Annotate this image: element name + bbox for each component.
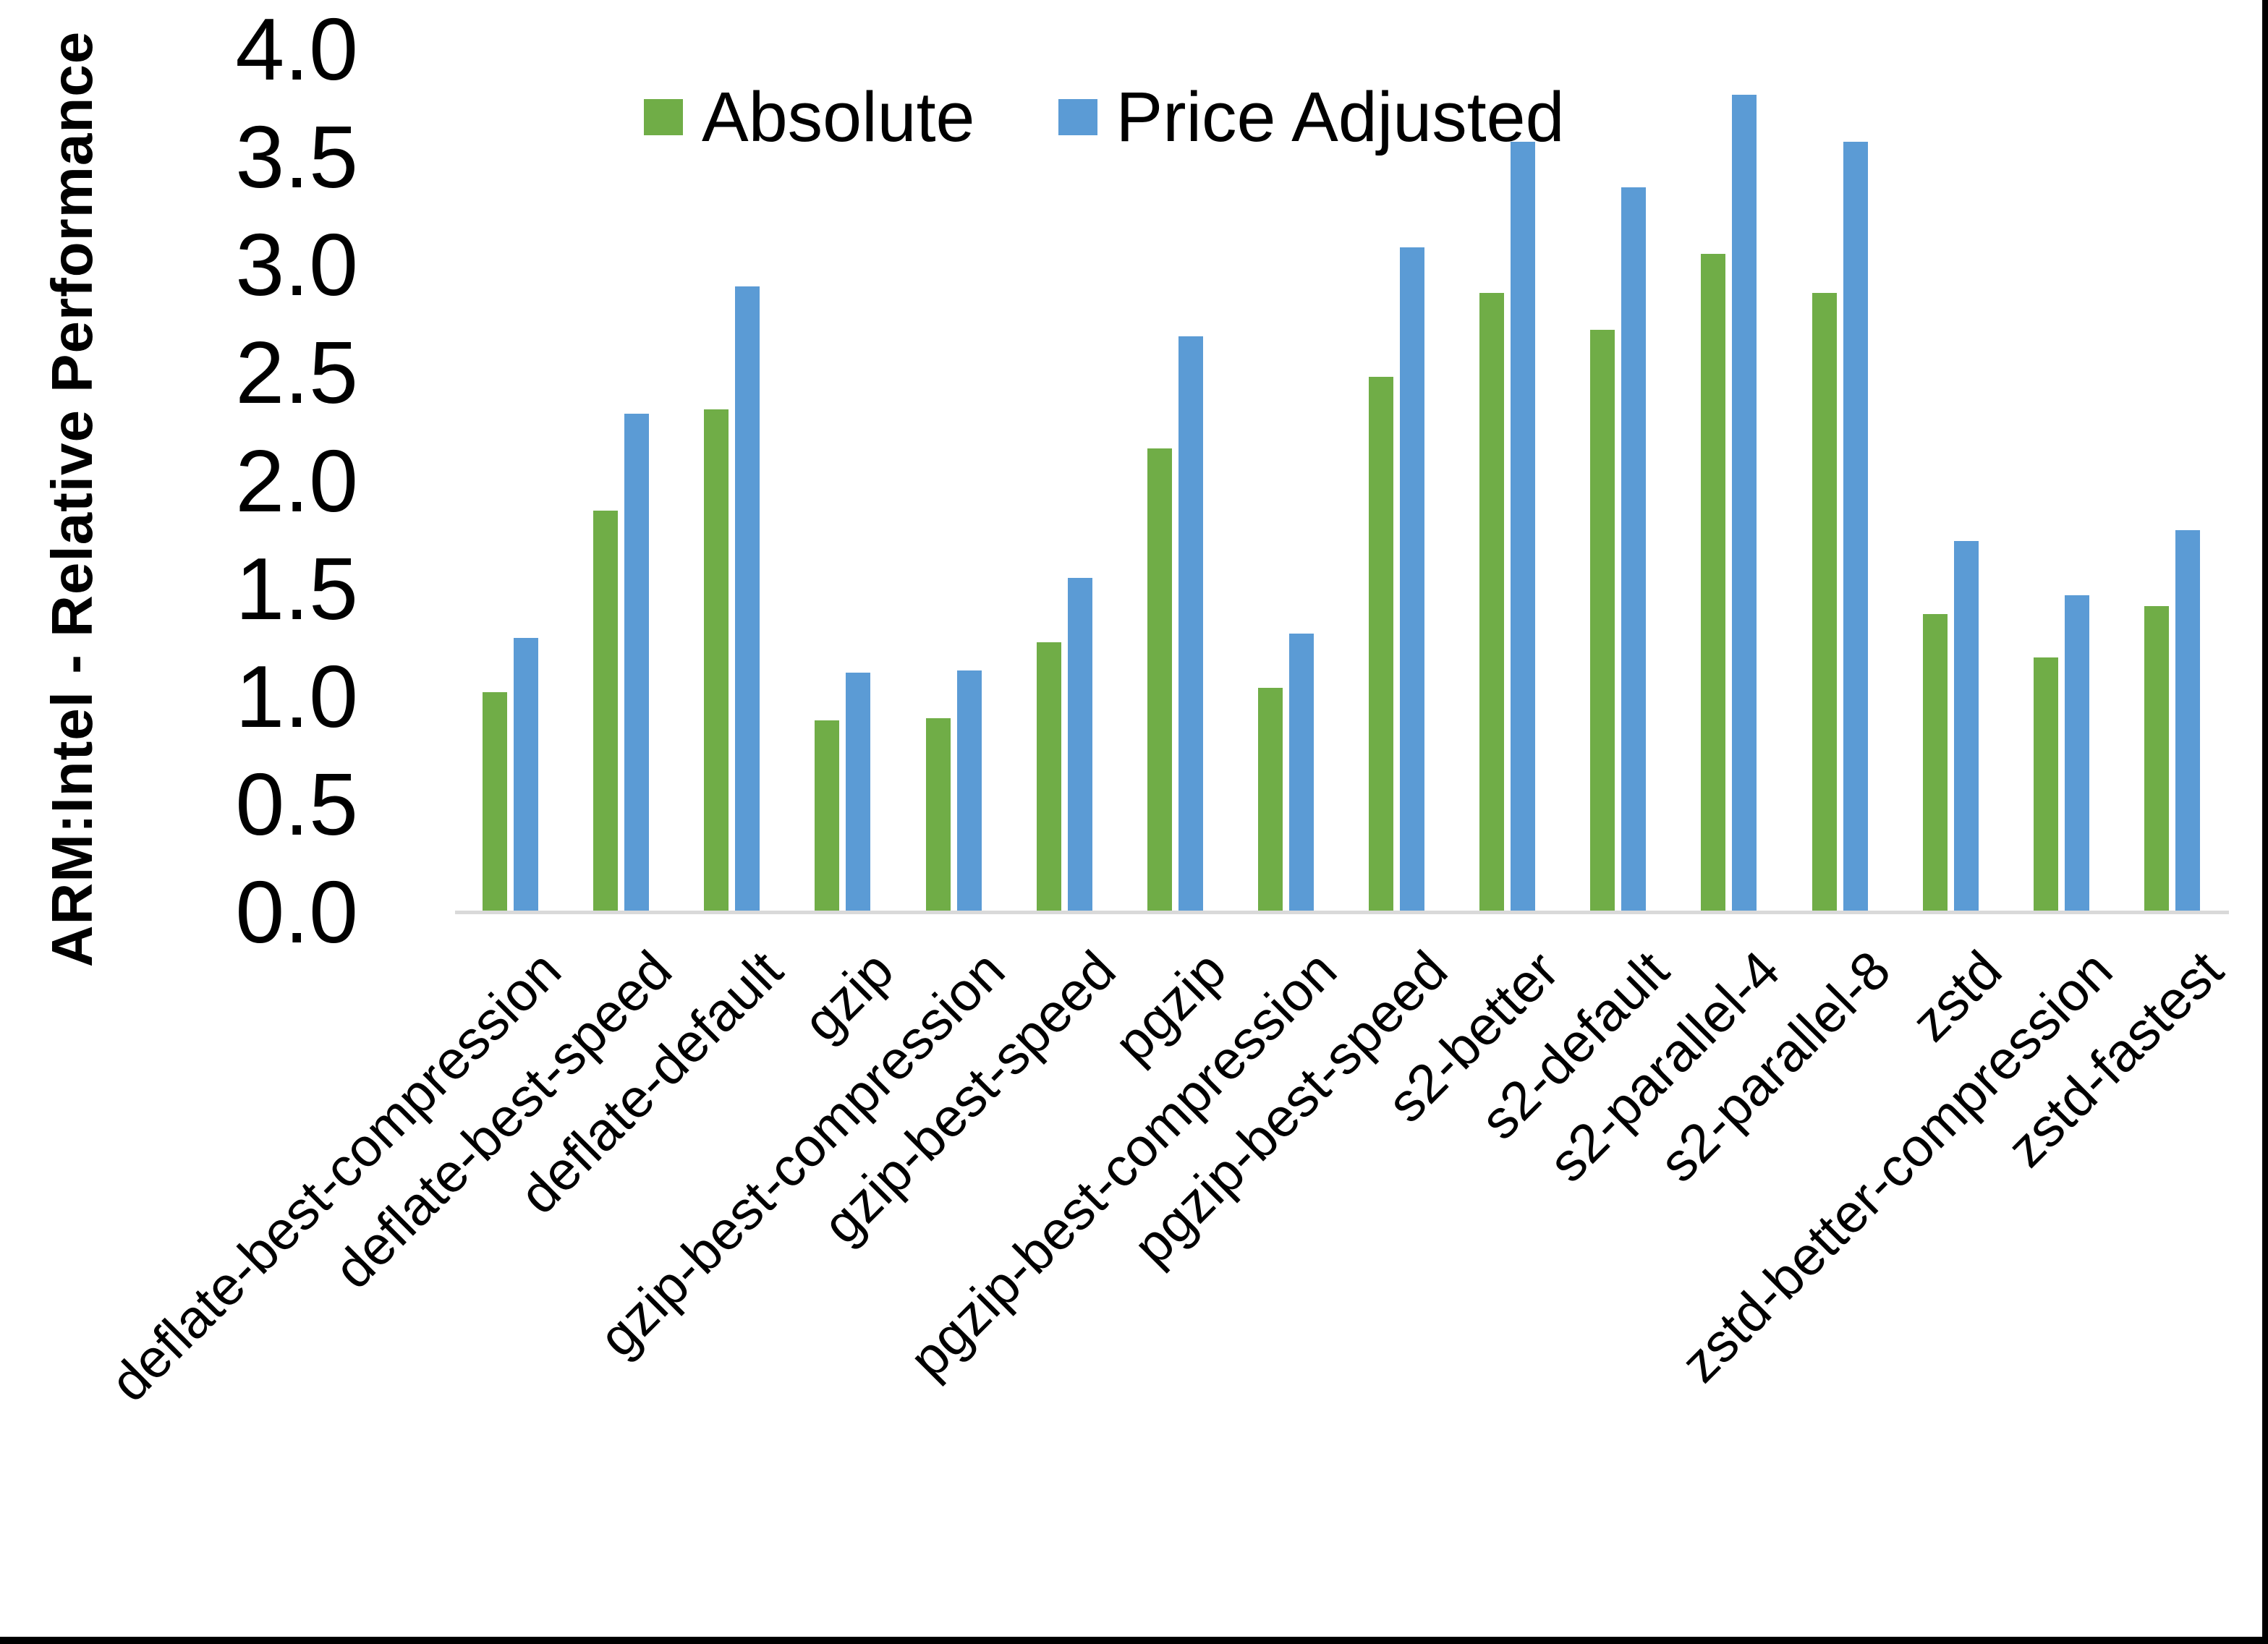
y-tick-label: 2.0 bbox=[235, 431, 358, 530]
y-tick-label: 3.0 bbox=[235, 216, 358, 315]
bar-absolute bbox=[1922, 614, 1948, 912]
legend-item-price-adjusted: Price Adjusted bbox=[1058, 81, 1565, 153]
bar-price-adjusted bbox=[1511, 142, 1536, 912]
x-axis-line bbox=[455, 911, 2229, 914]
bar-absolute bbox=[1701, 254, 1726, 912]
bar-group-deflate-best-compression bbox=[455, 49, 566, 912]
x-category-label: deflate-best-compression bbox=[98, 939, 573, 1413]
bar-price-adjusted bbox=[1732, 94, 1757, 912]
bar-price-adjusted bbox=[1400, 247, 1425, 912]
bar-absolute bbox=[1590, 329, 1615, 912]
bar-absolute bbox=[1369, 377, 1394, 912]
bar-group-gzip bbox=[787, 49, 898, 912]
legend-item-absolute: Absolute bbox=[644, 81, 975, 153]
bar-absolute bbox=[704, 409, 729, 912]
y-tick-label: 1.5 bbox=[235, 539, 358, 638]
y-tick-label: 4.0 bbox=[235, 0, 358, 98]
bar-price-adjusted bbox=[956, 670, 982, 912]
bar-group-s2-better bbox=[1452, 49, 1563, 912]
legend-swatch-price-adjusted bbox=[1058, 99, 1097, 135]
plot-area bbox=[455, 49, 2227, 912]
bar-price-adjusted bbox=[1621, 187, 1647, 912]
bar-absolute bbox=[925, 717, 951, 912]
legend: Absolute Price Adjusted bbox=[644, 81, 1565, 153]
legend-swatch-absolute bbox=[644, 99, 683, 135]
bar-absolute bbox=[1036, 642, 1061, 912]
bar-price-adjusted bbox=[1843, 142, 1868, 912]
bar-group-s2-parallel-8 bbox=[1785, 49, 1895, 912]
bar-price-adjusted bbox=[1953, 541, 1979, 912]
bar-group-gzip-best-compression bbox=[899, 49, 1009, 912]
y-tick-label: 3.5 bbox=[235, 108, 358, 207]
bar-group-pgzip-best-compression bbox=[1231, 49, 1341, 912]
bar-price-adjusted bbox=[514, 638, 539, 912]
bar-group-pgzip bbox=[1120, 49, 1231, 912]
bar-price-adjusted bbox=[1178, 336, 1203, 912]
bar-price-adjusted bbox=[1288, 634, 1314, 912]
bar-price-adjusted bbox=[846, 672, 871, 912]
bar-absolute bbox=[2144, 605, 2169, 912]
legend-label: Price Adjusted bbox=[1116, 77, 1565, 156]
bar-price-adjusted bbox=[1067, 577, 1092, 912]
bar-group-zstd-fastest bbox=[2117, 49, 2227, 912]
y-tick-label: 1.0 bbox=[235, 647, 358, 746]
bar-group-deflate-default bbox=[676, 49, 787, 912]
bar-group-s2-parallel-4 bbox=[1673, 49, 1784, 912]
bar-absolute bbox=[2033, 657, 2058, 912]
bar-absolute bbox=[593, 511, 619, 912]
bar-price-adjusted bbox=[735, 286, 760, 912]
y-tick-label: 2.5 bbox=[235, 323, 358, 422]
bar-absolute bbox=[1147, 448, 1172, 912]
bar-group-gzip-best-speed bbox=[1009, 49, 1120, 912]
bar-group-zstd bbox=[1895, 49, 2006, 912]
bar-price-adjusted bbox=[2064, 595, 2089, 912]
bar-absolute bbox=[1812, 293, 1837, 912]
bar-absolute bbox=[815, 720, 840, 912]
bar-absolute bbox=[1257, 687, 1283, 912]
bar-group-zstd-better-compression bbox=[2006, 49, 2117, 912]
bar-group-s2-default bbox=[1563, 49, 1673, 912]
bar-group-pgzip-best-speed bbox=[1341, 49, 1452, 912]
bar-absolute bbox=[1479, 293, 1505, 912]
legend-label: Absolute bbox=[702, 77, 975, 156]
bar-absolute bbox=[483, 691, 508, 912]
bar-price-adjusted bbox=[2175, 530, 2200, 912]
bar-price-adjusted bbox=[624, 414, 650, 912]
y-tick-label: 0.5 bbox=[235, 754, 358, 853]
bar-group-deflate-best-speed bbox=[566, 49, 676, 912]
y-tick-label: 0.0 bbox=[235, 863, 358, 961]
